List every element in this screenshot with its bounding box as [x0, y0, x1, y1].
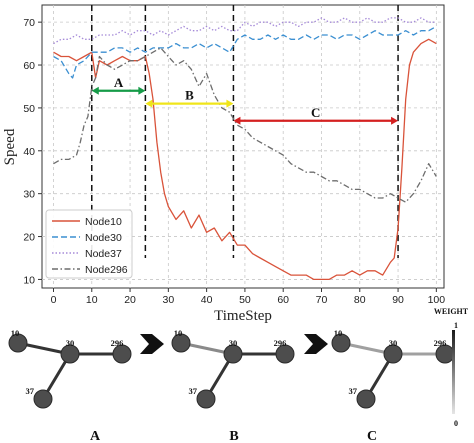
- legend-label-node30: Node30: [85, 232, 122, 244]
- node-296: [275, 344, 295, 364]
- node-label-37: 37: [26, 386, 35, 396]
- phase-arrow-head-left: [145, 99, 153, 108]
- y-tick-label: 60: [23, 60, 35, 72]
- legend-label-node37: Node37: [85, 248, 122, 260]
- graph-b: 10 30 37 296 B: [171, 328, 295, 443]
- weight-scale: WEIGHT 1 0: [434, 307, 469, 428]
- y-tick-label: 50: [23, 103, 35, 115]
- node-10: [171, 333, 191, 353]
- node-10: [8, 333, 28, 353]
- phase-label-c: C: [311, 105, 320, 120]
- phase-arrow-head-right: [391, 116, 399, 125]
- node-30: [60, 344, 80, 364]
- series-line-node10: [53, 38, 437, 281]
- node-37: [196, 389, 216, 409]
- x-tick-label: 90: [392, 294, 404, 306]
- node-label-296: 296: [111, 338, 124, 348]
- node-10: [331, 333, 351, 353]
- phase-label-a: A: [114, 75, 124, 90]
- y-tick-label: 30: [23, 189, 35, 201]
- node-label-37: 37: [189, 386, 198, 396]
- node-label-10: 10: [334, 328, 343, 338]
- x-axis-title: TimeStep: [214, 308, 272, 324]
- x-tick-label: 30: [162, 294, 174, 306]
- node-label-30: 30: [389, 338, 398, 348]
- phase-arrow-head-right: [138, 86, 146, 95]
- x-tick-labels: 0 10 20 30 40 50 60 70 80 90 100: [51, 288, 446, 306]
- y-tick-label: 40: [23, 146, 35, 158]
- x-tick-label: 20: [124, 294, 136, 306]
- series-line-node296: [53, 47, 437, 203]
- phase-arrows: A B C: [91, 75, 399, 125]
- graph-a: 10 30 37 296 A: [8, 328, 132, 443]
- graph-caption-a: A: [90, 429, 101, 443]
- node-label-30: 30: [229, 338, 238, 348]
- y-tick-label: 10: [23, 274, 35, 286]
- speed-line-chart: A B C 0 10 20 30 40 50 60 70 80 90 100 10 20 30 40 50 60 7…: [2, 4, 446, 324]
- node-label-10: 10: [11, 328, 20, 338]
- node-296: [112, 344, 132, 364]
- node-37: [356, 389, 376, 409]
- weight-gradient-bar: [452, 330, 455, 414]
- graph-c: 10 30 37 296 C: [331, 328, 455, 443]
- weight-title: WEIGHT: [434, 307, 469, 316]
- x-tick-label: 70: [316, 294, 328, 306]
- node-30: [383, 344, 403, 364]
- node-label-37: 37: [349, 386, 358, 396]
- legend-label-node10: Node10: [85, 216, 122, 228]
- transition-arrow-2: [304, 334, 328, 354]
- x-tick-label: 40: [201, 294, 213, 306]
- legend-label-node296: Node296: [85, 264, 128, 276]
- graph-caption-c: C: [367, 429, 377, 443]
- node-label-30: 30: [66, 338, 75, 348]
- weight-min-label: 0: [454, 419, 458, 428]
- y-tick-labels: 10 20 30 40 50 60 70: [23, 17, 42, 286]
- phase-arrow-head-left: [233, 116, 241, 125]
- x-tick-label: 10: [86, 294, 98, 306]
- phase-arrow-b: B: [145, 88, 234, 108]
- legend-box: [45, 209, 133, 279]
- x-tick-label: 50: [239, 294, 251, 306]
- x-tick-label: 100: [428, 294, 446, 306]
- phase-label-b: B: [185, 88, 194, 103]
- phase-arrow-head-left: [91, 86, 99, 95]
- node-30: [223, 344, 243, 364]
- y-tick-label: 20: [23, 232, 35, 244]
- phase-arrow-head-right: [226, 99, 234, 108]
- series-line-node37: [53, 17, 437, 45]
- node-label-296: 296: [434, 338, 447, 348]
- phase-arrow-c: C: [233, 105, 399, 125]
- x-tick-label: 0: [51, 294, 57, 306]
- series-layer: [53, 17, 437, 281]
- x-tick-label: 80: [354, 294, 366, 306]
- node-37: [33, 389, 53, 409]
- phase-arrow-a: A: [91, 75, 146, 95]
- x-tick-label: 60: [277, 294, 289, 306]
- transition-arrow-1: [140, 334, 164, 354]
- graph-caption-b: B: [229, 429, 238, 443]
- y-tick-label: 70: [23, 17, 35, 29]
- node-label-10: 10: [174, 328, 183, 338]
- legend: Node10 Node30 Node37 Node296: [45, 209, 133, 279]
- graph-diagrams: 10 30 37 296 A 10 30 37 296 B 10 30 37 296 C: [8, 328, 455, 443]
- node-label-296: 296: [274, 338, 287, 348]
- y-axis-title: Speed: [2, 128, 18, 165]
- weight-max-label: 1: [454, 321, 458, 330]
- series-line-node30: [53, 25, 437, 79]
